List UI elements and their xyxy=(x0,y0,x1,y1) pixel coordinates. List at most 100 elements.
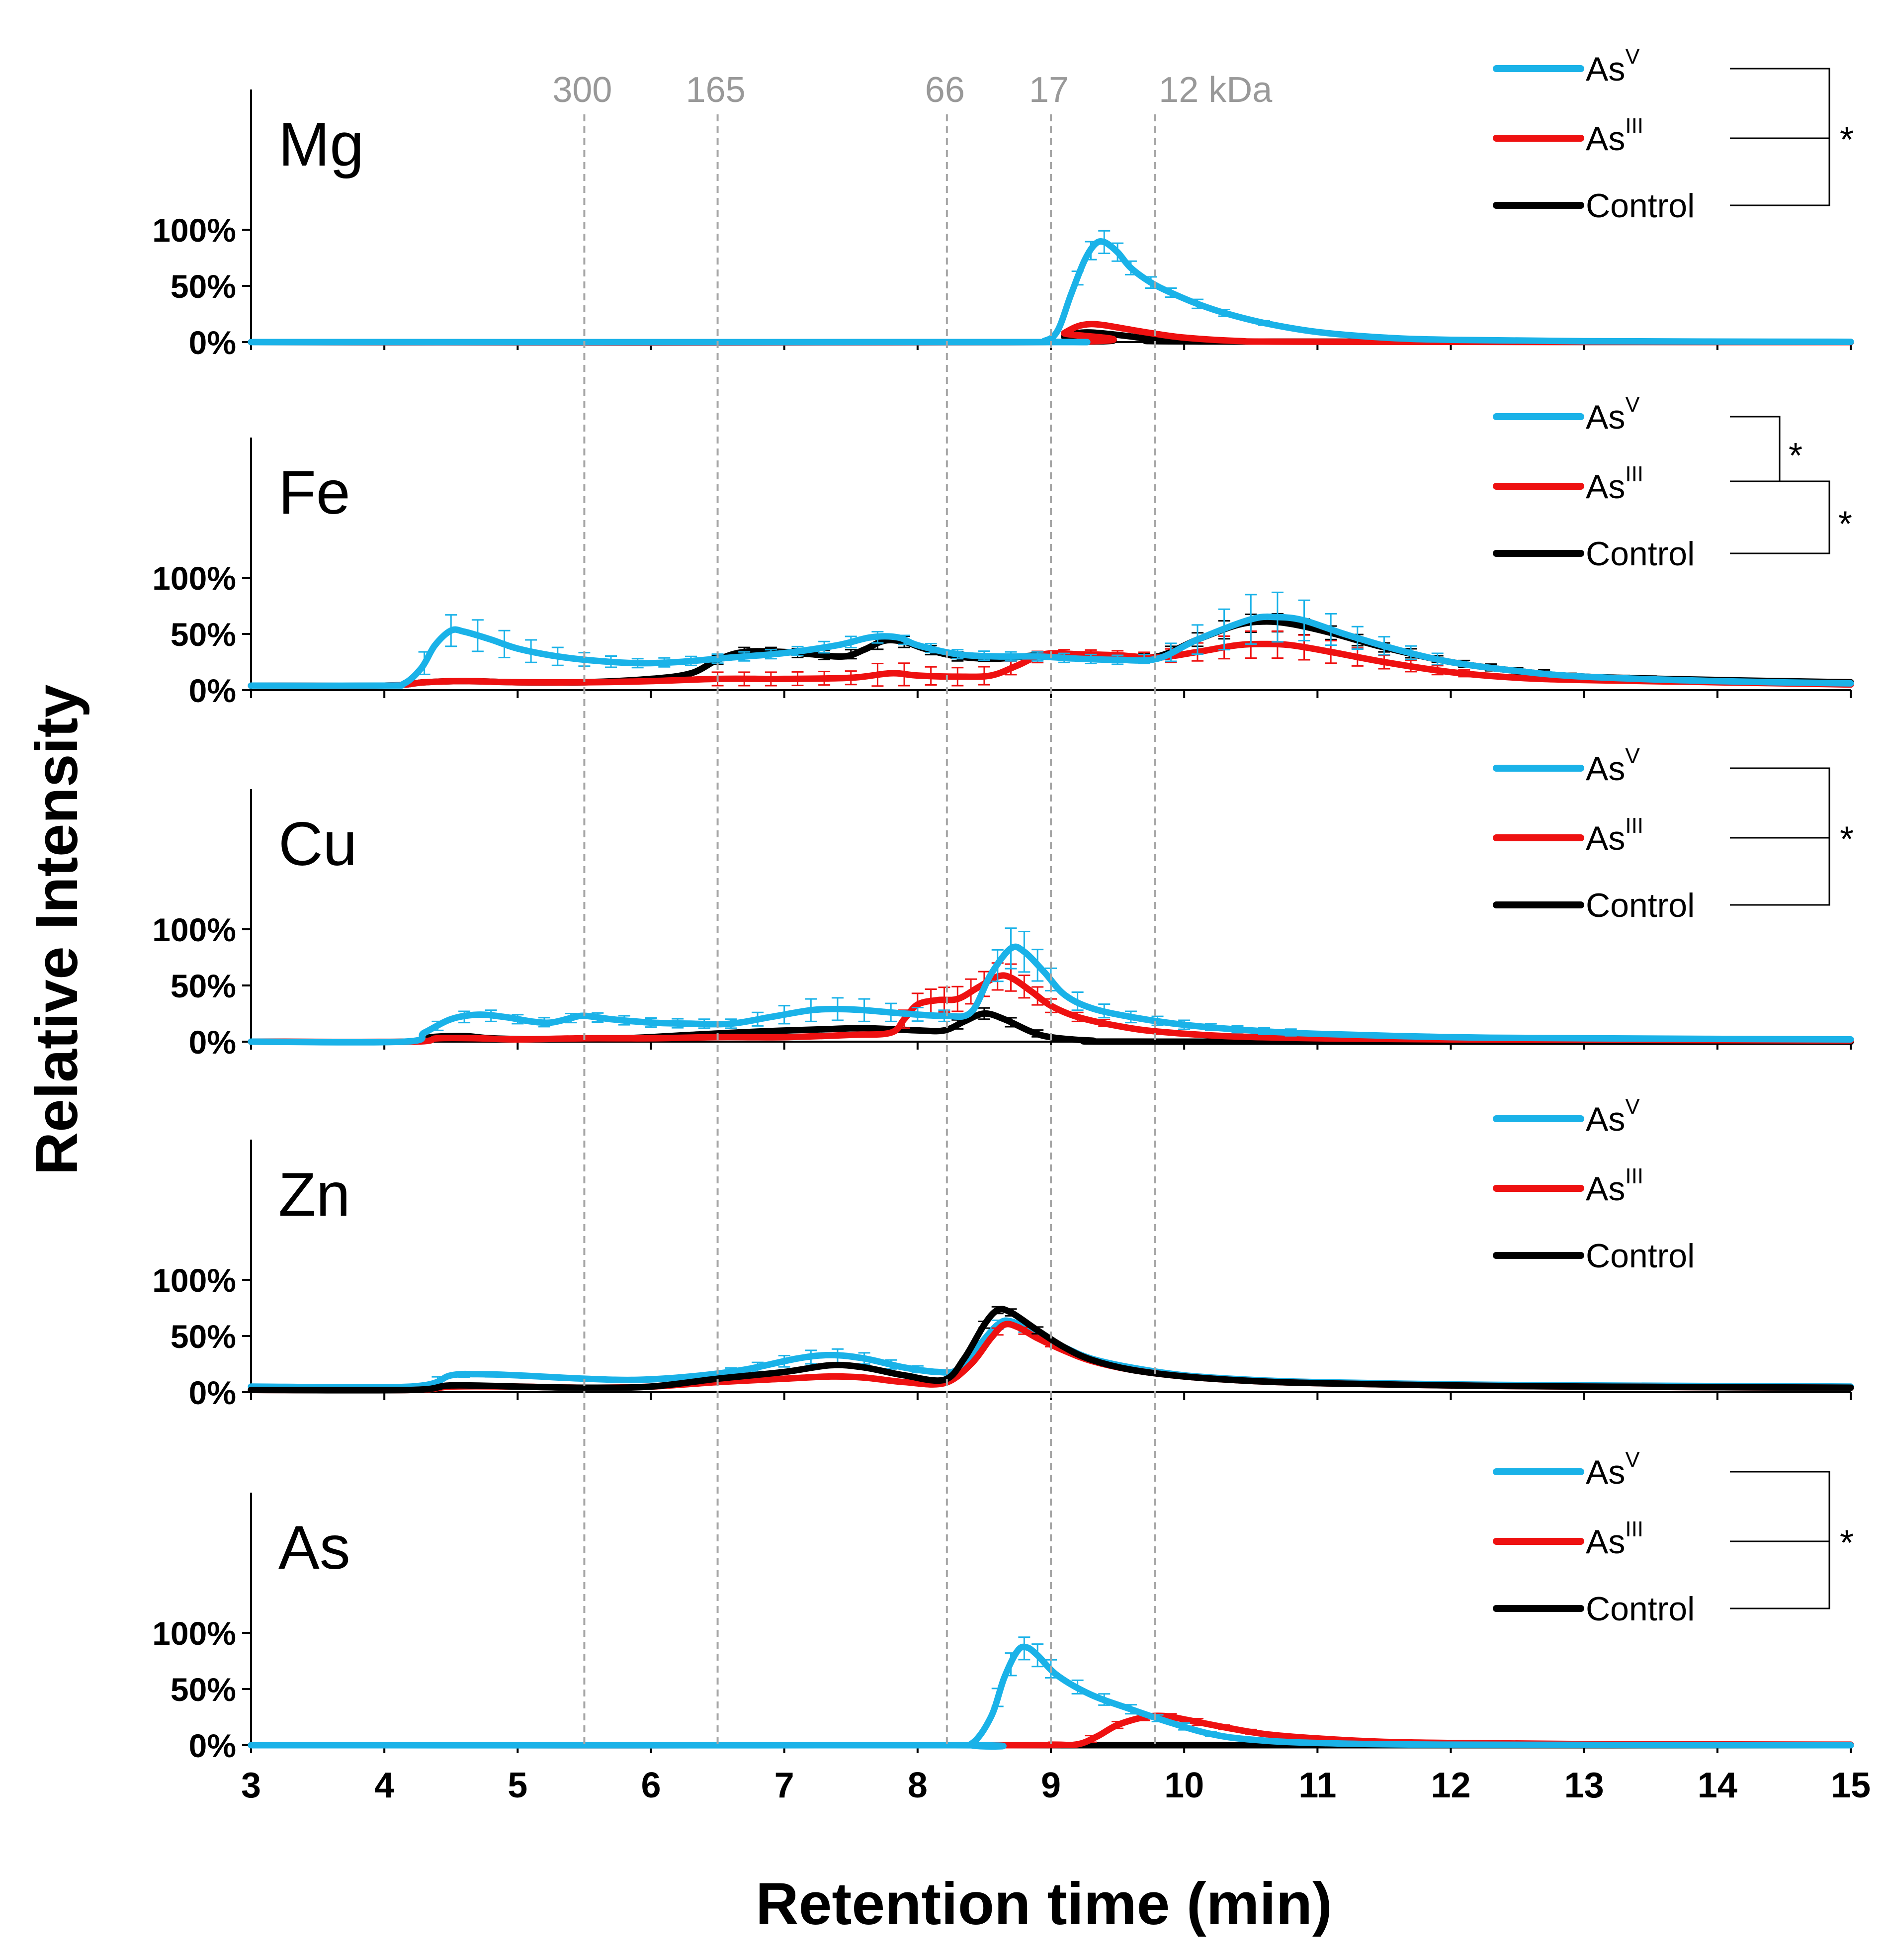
y-tick-label: 50% xyxy=(171,268,236,305)
x-tick-label: 10 xyxy=(1164,1766,1204,1805)
mw-markers-layer: 300 165 66 17 12 kDa xyxy=(552,70,1273,1745)
significance-bracket: * xyxy=(1730,767,1854,906)
bracket-line xyxy=(1730,68,1830,206)
legend-label-prefix: As xyxy=(1586,468,1625,506)
y-tick-label: 50% xyxy=(171,616,236,653)
x-tick-label: 13 xyxy=(1564,1766,1604,1805)
series-line-asiii xyxy=(248,972,1854,1045)
legend-label-control: Control xyxy=(1586,1237,1695,1275)
y-tick-label: 50% xyxy=(171,1671,236,1708)
legend-label-asv: AsV xyxy=(1586,1094,1640,1138)
mw-marker-label: 17 xyxy=(1029,70,1069,110)
significance-star: * xyxy=(1840,1523,1854,1563)
legend-label-superscript: III xyxy=(1625,114,1643,138)
element-label-as: As xyxy=(278,1514,350,1582)
legend-label-asiii: AsIII xyxy=(1586,1164,1643,1208)
significance-star: * xyxy=(1840,120,1854,160)
series-line-asv xyxy=(248,613,1854,689)
significance-star: * xyxy=(1838,505,1852,544)
legend-label-superscript: III xyxy=(1625,462,1643,486)
x-tick-label: 4 xyxy=(374,1766,394,1805)
mw-marker-label: 12 kDa xyxy=(1159,70,1273,110)
mw-marker-label: 300 xyxy=(552,70,612,110)
legend-label-asiii: AsIII xyxy=(1586,1517,1643,1561)
legend-label-asv: AsV xyxy=(1586,744,1640,788)
legend-label-control: Control xyxy=(1586,187,1695,225)
series-asv xyxy=(248,1636,1854,1750)
legend-label-superscript: III xyxy=(1625,1164,1643,1188)
legend-label-superscript: V xyxy=(1625,392,1640,417)
significance-bracket: * xyxy=(1730,68,1854,206)
y-tick-label: 0% xyxy=(189,1374,236,1411)
x-tick-label: 6 xyxy=(641,1766,661,1805)
legend-label-prefix: As xyxy=(1586,120,1625,158)
legend-label-control: Control xyxy=(1586,887,1695,924)
significance-star: * xyxy=(1840,820,1854,860)
legend-label-superscript: V xyxy=(1625,744,1640,768)
legend-label-prefix: As xyxy=(1586,819,1625,857)
y-tick-label: 100% xyxy=(152,212,236,249)
series-control xyxy=(248,1306,1854,1394)
series-line-control xyxy=(248,1306,1854,1394)
significance-star: * xyxy=(1789,436,1802,476)
legend-label-prefix: As xyxy=(1586,1523,1625,1561)
legend-label-asv: AsV xyxy=(1586,392,1640,436)
panels-layer: 0%50%100%MgAsVAsIIIControl*0%50%100%FeAs… xyxy=(152,44,1854,1764)
legend-label-superscript: V xyxy=(1625,44,1640,69)
significance-bracket: * xyxy=(1730,1471,1854,1609)
y-tick-label: 50% xyxy=(171,968,236,1004)
legend-label-superscript: V xyxy=(1625,1094,1640,1119)
series-line-asv xyxy=(248,1643,1854,1750)
series-asv xyxy=(248,927,1854,1046)
series-line-asv xyxy=(248,943,1854,1046)
legend-label-control: Control xyxy=(1586,535,1695,573)
x-tick-label: 11 xyxy=(1298,1766,1336,1805)
mw-marker-label: 165 xyxy=(686,70,746,110)
legend-label-prefix: As xyxy=(1586,1453,1625,1491)
mw-marker-label: 66 xyxy=(925,70,965,110)
y-tick-label: 100% xyxy=(152,1615,236,1652)
y-tick-label: 100% xyxy=(152,560,236,597)
series-line-asv xyxy=(248,238,1854,346)
bracket-line xyxy=(1730,480,1830,554)
y-tick-label: 100% xyxy=(152,1262,236,1299)
legend-label-asiii: AsIII xyxy=(1586,462,1643,506)
x-tick-label: 8 xyxy=(908,1766,928,1805)
legend: AsV AsIII Control xyxy=(1493,1094,1695,1275)
series-line-asv xyxy=(248,1317,1854,1391)
y-tick-label: 0% xyxy=(189,1024,236,1061)
y-tick-label: 50% xyxy=(171,1318,236,1355)
x-tick-label: 7 xyxy=(774,1766,794,1805)
x-tick-label: 12 xyxy=(1431,1766,1470,1805)
legend-label-superscript: III xyxy=(1625,1517,1643,1541)
bracket-line xyxy=(1730,767,1830,906)
y-axis-title: Relative Intensity xyxy=(23,684,90,1175)
x-tick-label: 5 xyxy=(508,1766,527,1805)
y-tick-label: 100% xyxy=(152,911,236,948)
legend-label-prefix: As xyxy=(1586,50,1625,88)
legend-label-asv: AsV xyxy=(1586,1447,1640,1491)
element-label-cu: Cu xyxy=(278,810,357,879)
y-tick-label: 0% xyxy=(189,324,236,361)
legend-label-asiii: AsIII xyxy=(1586,813,1643,857)
y-tick-label: 0% xyxy=(189,1727,236,1764)
series-asv xyxy=(248,591,1854,689)
series-asv xyxy=(248,1317,1854,1391)
x-tick-label: 15 xyxy=(1831,1766,1871,1805)
y-tick-label: 0% xyxy=(189,672,236,709)
bracket-line xyxy=(1730,1471,1830,1609)
bracket-line xyxy=(1730,416,1781,482)
legend-label-control: Control xyxy=(1586,1590,1695,1628)
significance-bracket: ** xyxy=(1730,416,1852,554)
x-axis-layer: 3 4 5 6 7 8 9 10 11 12 13 14 15 xyxy=(241,1766,1871,1805)
legend-label-asiii: AsIII xyxy=(1586,114,1643,158)
element-label-fe: Fe xyxy=(278,458,350,527)
x-tick-label: 3 xyxy=(241,1766,261,1805)
